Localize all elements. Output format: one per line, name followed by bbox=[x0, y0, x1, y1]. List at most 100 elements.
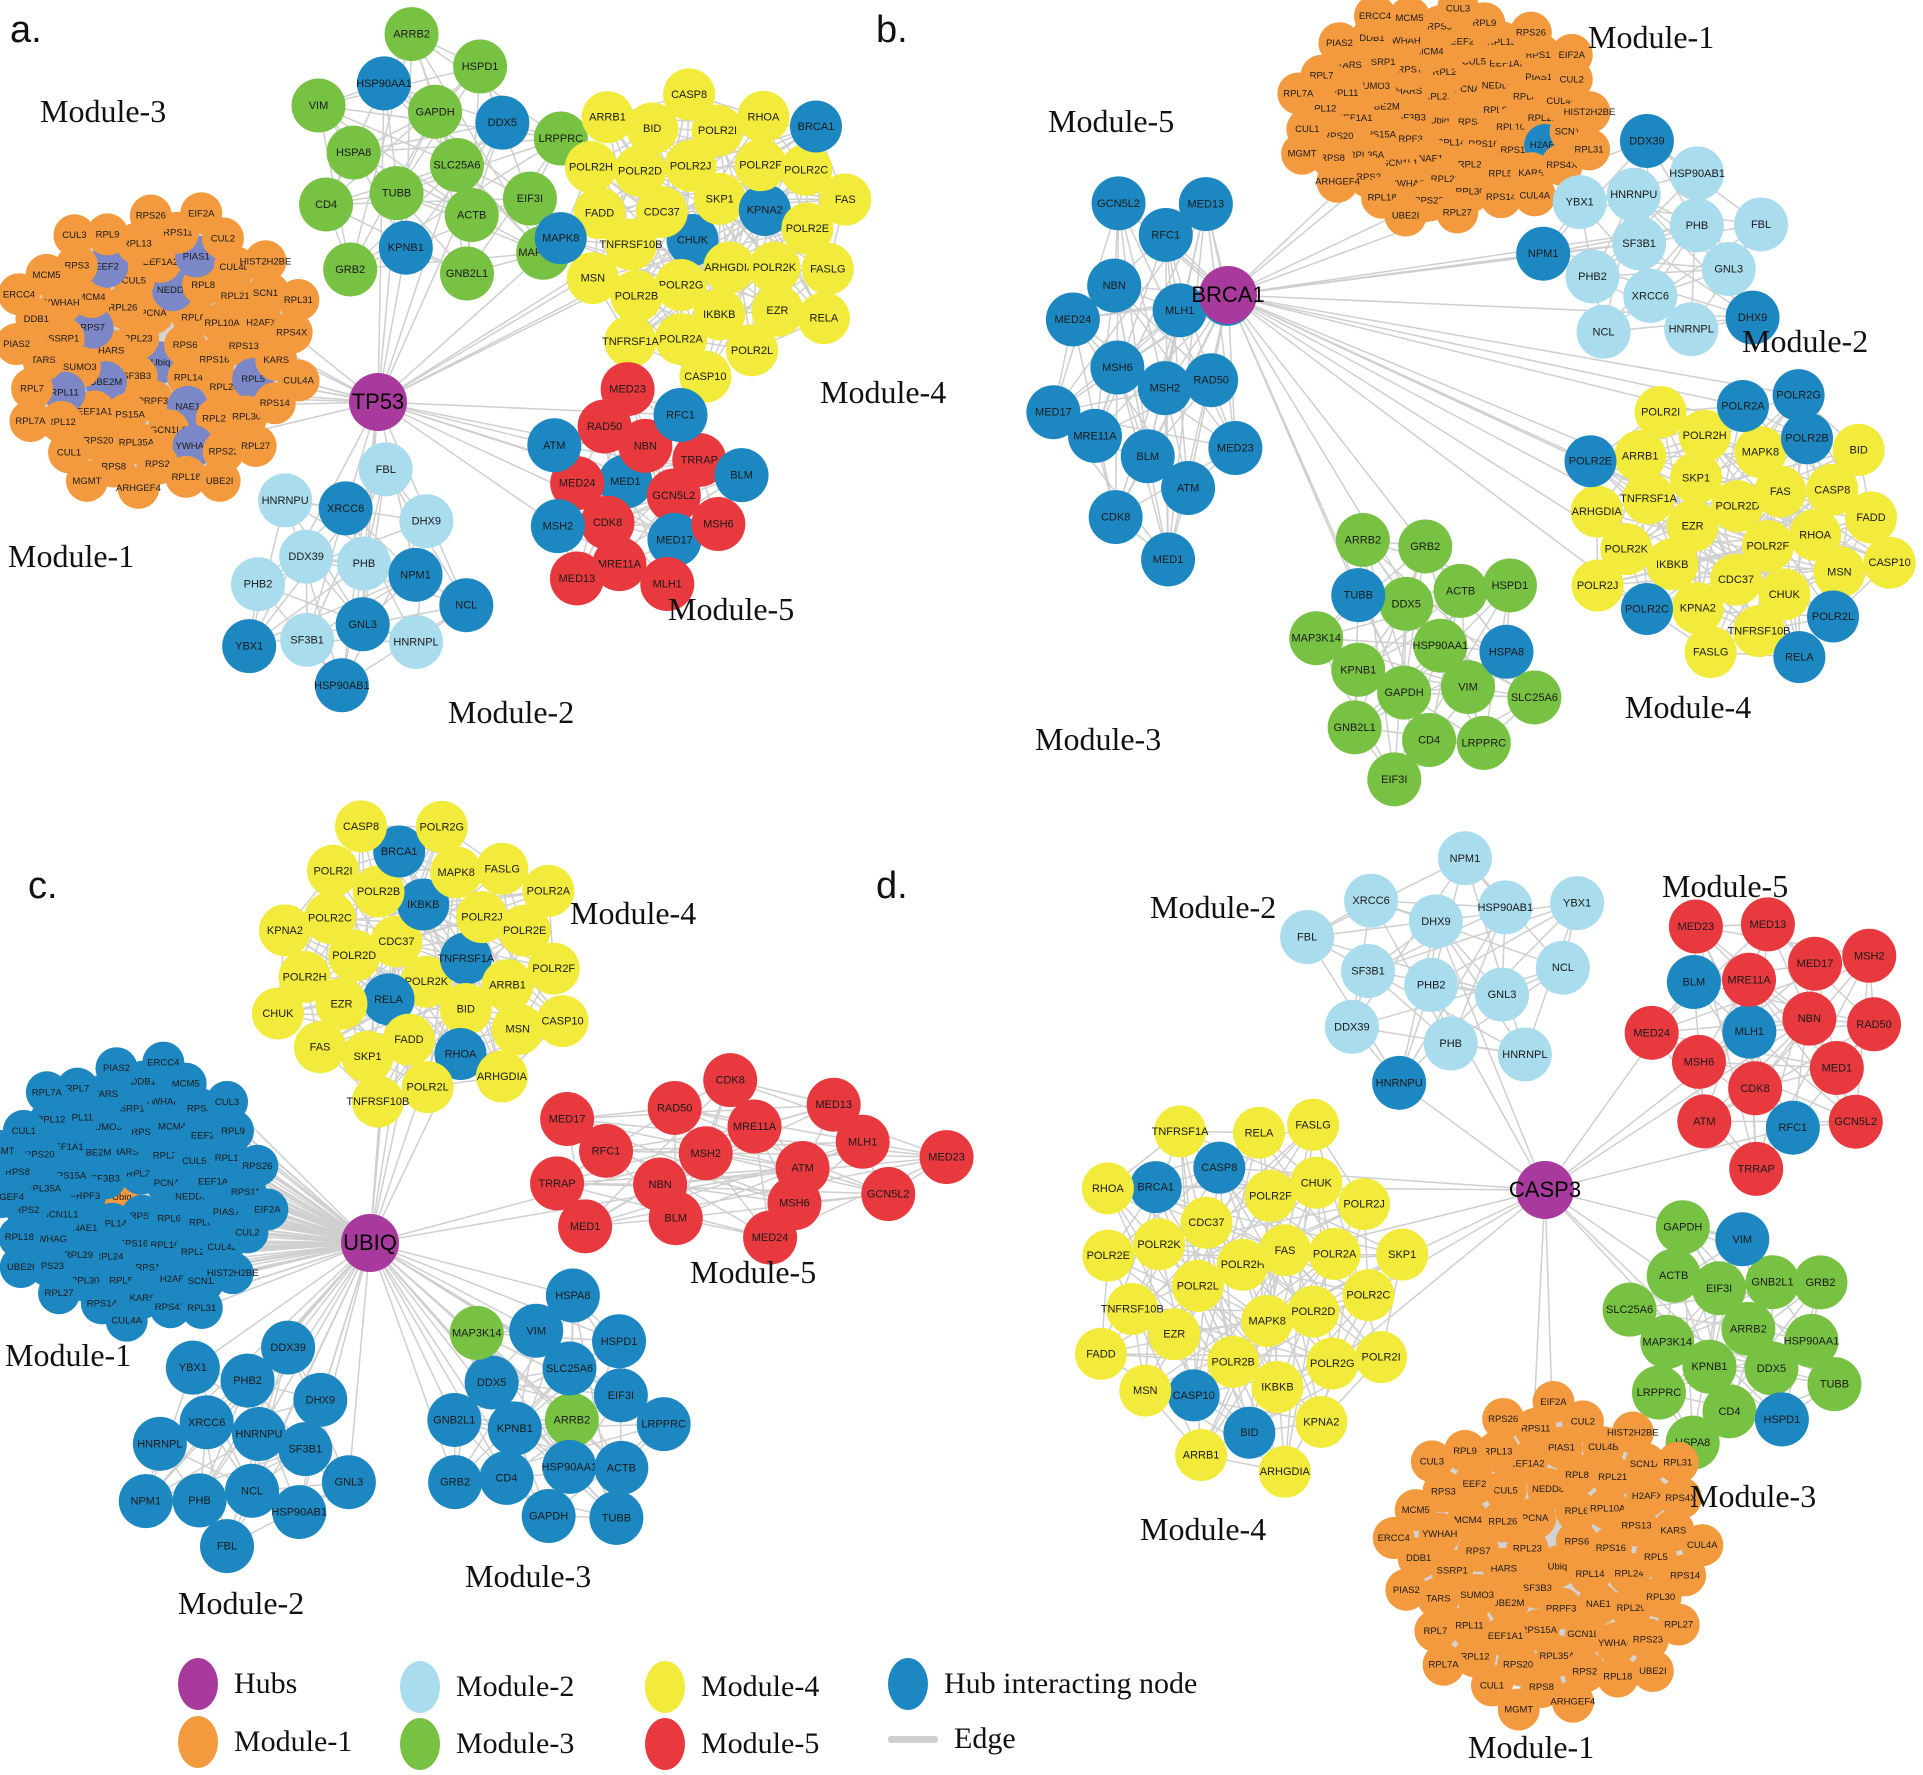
node-circle bbox=[1161, 461, 1216, 516]
node-label: UBE2M bbox=[90, 377, 123, 388]
hub-edge bbox=[377, 401, 559, 527]
node-label: GAPDH bbox=[1663, 1222, 1702, 1234]
node-TUBB: TUBB bbox=[589, 1490, 644, 1545]
node-label: XRCC6 bbox=[188, 1417, 225, 1429]
node-circle bbox=[1576, 304, 1631, 359]
node-MED17: MED17 bbox=[540, 1092, 595, 1147]
node-label: RHOA bbox=[748, 111, 780, 123]
node-ACTB: ACTB bbox=[594, 1440, 649, 1495]
node-TRRAP: TRRAP bbox=[530, 1156, 585, 1211]
node-circle bbox=[647, 512, 702, 567]
node-label: H2AFX bbox=[246, 317, 277, 328]
node-label: RPL7A bbox=[32, 1087, 63, 1098]
node-circle bbox=[481, 959, 534, 1012]
node-label: POLR2F bbox=[1249, 1190, 1292, 1202]
node-circle bbox=[1670, 452, 1723, 505]
node-BRCA1: BRCA1 bbox=[1129, 1161, 1182, 1214]
node-label: BID bbox=[457, 1004, 475, 1016]
node-label: EZR bbox=[1682, 521, 1704, 533]
node-label: KARS bbox=[1518, 168, 1544, 179]
node-label: RPS23 bbox=[1633, 1634, 1663, 1645]
node-BID: BID bbox=[439, 983, 492, 1036]
node-circle bbox=[362, 973, 415, 1026]
node-circle bbox=[727, 1099, 782, 1154]
node-circle bbox=[373, 825, 426, 878]
node-swatch-icon bbox=[888, 1658, 928, 1710]
legend-label: Module-3 bbox=[456, 1727, 575, 1760]
node-label: SSRP1 bbox=[114, 1104, 145, 1115]
node-circle bbox=[1481, 1500, 1524, 1543]
node-GCN5L2: GCN5L2 bbox=[1828, 1094, 1883, 1149]
node-label: XRCC6 bbox=[327, 503, 364, 515]
node-circle bbox=[703, 1053, 758, 1108]
node-label: PHB2 bbox=[244, 579, 273, 591]
node-circle bbox=[206, 1080, 249, 1123]
node-circle bbox=[1646, 538, 1699, 591]
node-label: RPL23 bbox=[1513, 1544, 1542, 1555]
node-label: SCN1A bbox=[1555, 127, 1587, 138]
node-TNFRSF10B: TNFRSF10B bbox=[1101, 1282, 1164, 1335]
edge bbox=[434, 111, 468, 274]
node-label: CD4 bbox=[1718, 1406, 1740, 1418]
node-RAD50: RAD50 bbox=[1847, 997, 1902, 1052]
node-label: POLR2G bbox=[1776, 390, 1821, 402]
node-SF3B1: SF3B1 bbox=[1612, 216, 1667, 271]
node-label: POLR2I bbox=[1641, 407, 1680, 419]
node-circle bbox=[11, 367, 54, 410]
node-label: GRB2 bbox=[335, 264, 365, 276]
node-UBE2I: UBE2I bbox=[0, 1246, 42, 1289]
node-circle bbox=[1119, 1364, 1172, 1417]
node-circle bbox=[1152, 283, 1207, 338]
node-label: POLR2J bbox=[461, 912, 503, 924]
node-label: RPS13 bbox=[1621, 1520, 1651, 1531]
node-circle bbox=[1631, 1365, 1686, 1420]
node-POLR2K: POLR2K bbox=[1133, 1218, 1186, 1271]
node-CDK8: CDK8 bbox=[1088, 490, 1143, 545]
node-SF3B1: SF3B1 bbox=[278, 1422, 333, 1477]
node-circle bbox=[1437, 831, 1492, 886]
node-label: YBX1 bbox=[1566, 197, 1594, 209]
node-label: HIST2H2BE bbox=[1564, 107, 1616, 118]
node-circle bbox=[1684, 626, 1737, 679]
node-label: GCN1L1 bbox=[150, 425, 187, 436]
node-label: ARRB2 bbox=[1344, 534, 1381, 546]
node-label: CDK8 bbox=[716, 1075, 745, 1087]
node-FAS: FAS bbox=[819, 173, 872, 226]
node-ARHGDIA: ARHGDIA bbox=[1570, 485, 1623, 538]
node-circle bbox=[449, 1305, 504, 1360]
node-label: GRB2 bbox=[1805, 1277, 1835, 1289]
node-RPL18: RPL18 bbox=[0, 1216, 41, 1259]
node-label: EIF3I bbox=[1381, 774, 1407, 786]
node-label: IKBKB bbox=[1656, 559, 1688, 571]
node-label: MED13 bbox=[559, 573, 596, 585]
node-circle bbox=[691, 104, 744, 157]
node-label: RPL9 bbox=[96, 229, 120, 240]
node-label: LRPPRC bbox=[1637, 1387, 1682, 1399]
node-XRCC6: XRCC6 bbox=[318, 481, 373, 536]
node-circle bbox=[1290, 1156, 1343, 1209]
node-circle bbox=[1178, 177, 1233, 232]
edge bbox=[1266, 1124, 1314, 1322]
node-RPL9: RPL9 bbox=[1444, 1429, 1487, 1472]
node-label: MSH2 bbox=[1854, 950, 1885, 962]
node-circle bbox=[351, 1075, 404, 1128]
node-MED1: MED1 bbox=[558, 1199, 613, 1254]
node-label: RPL21 bbox=[1598, 1472, 1627, 1483]
node-label: RPS8 bbox=[5, 1167, 30, 1178]
node-label: MGMT bbox=[0, 1146, 15, 1157]
node-circle bbox=[527, 418, 582, 473]
node-RPL7: RPL7 bbox=[11, 367, 54, 410]
node-circle bbox=[401, 1061, 454, 1114]
node-circle bbox=[1666, 500, 1719, 553]
node-POLR2B: POLR2B bbox=[1207, 1335, 1260, 1388]
node-label: POLR2F bbox=[532, 963, 575, 975]
node-label: BID bbox=[1849, 444, 1867, 456]
node-circle bbox=[655, 313, 708, 366]
node-label: TUBB bbox=[1820, 1379, 1849, 1391]
node-label: RPS14 bbox=[1670, 1570, 1700, 1581]
node-label: RPS7 bbox=[1397, 64, 1422, 75]
node-label: RPL9 bbox=[1453, 1446, 1477, 1457]
node-label: TNFRSF10B bbox=[346, 1096, 409, 1108]
node-label: RPL6 bbox=[1565, 1506, 1589, 1517]
